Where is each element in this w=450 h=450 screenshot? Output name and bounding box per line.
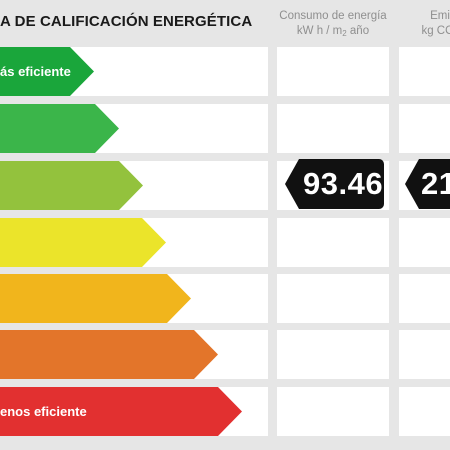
- rating-arrow: [0, 330, 218, 379]
- emissions-cell: [399, 104, 450, 153]
- consumption-cell: [277, 104, 389, 153]
- consumption-cell: [277, 274, 389, 323]
- rating-arrow: [0, 274, 191, 323]
- rating-arrow-label: enos eficiente: [0, 404, 87, 419]
- emissions-cell: [399, 387, 450, 436]
- emissions-cell: [399, 274, 450, 323]
- consumption-cell: [277, 330, 389, 379]
- emissions-cell: [399, 218, 450, 267]
- header-emissions-unit: kg CO2: [421, 25, 450, 37]
- header-emissions-line1: Emi: [430, 10, 450, 22]
- header-energy-consumption: Consumo de energía kW h / m2 año: [278, 9, 388, 41]
- consumption-cell: [277, 387, 389, 436]
- header-energy-consumption-line1: Consumo de energía: [279, 10, 387, 22]
- emissions-cell: [399, 330, 450, 379]
- rating-arrow: [0, 104, 119, 153]
- header-emissions: Emi kg CO2: [400, 9, 450, 41]
- page-title: A DE CALIFICACIÓN ENERGÉTICA: [0, 13, 253, 30]
- emissions-cell: [399, 47, 450, 96]
- consumption-value-badge: 93.46: [285, 159, 384, 209]
- rating-arrow: [0, 161, 143, 210]
- rating-arrow: [0, 218, 166, 267]
- consumption-cell: [277, 47, 389, 96]
- consumption-cell: [277, 218, 389, 267]
- rating-arrow: enos eficiente: [0, 387, 242, 436]
- header-energy-consumption-unit: kW h / m2 año: [296, 25, 370, 38]
- rating-arrow-label: ás eficiente: [0, 64, 71, 79]
